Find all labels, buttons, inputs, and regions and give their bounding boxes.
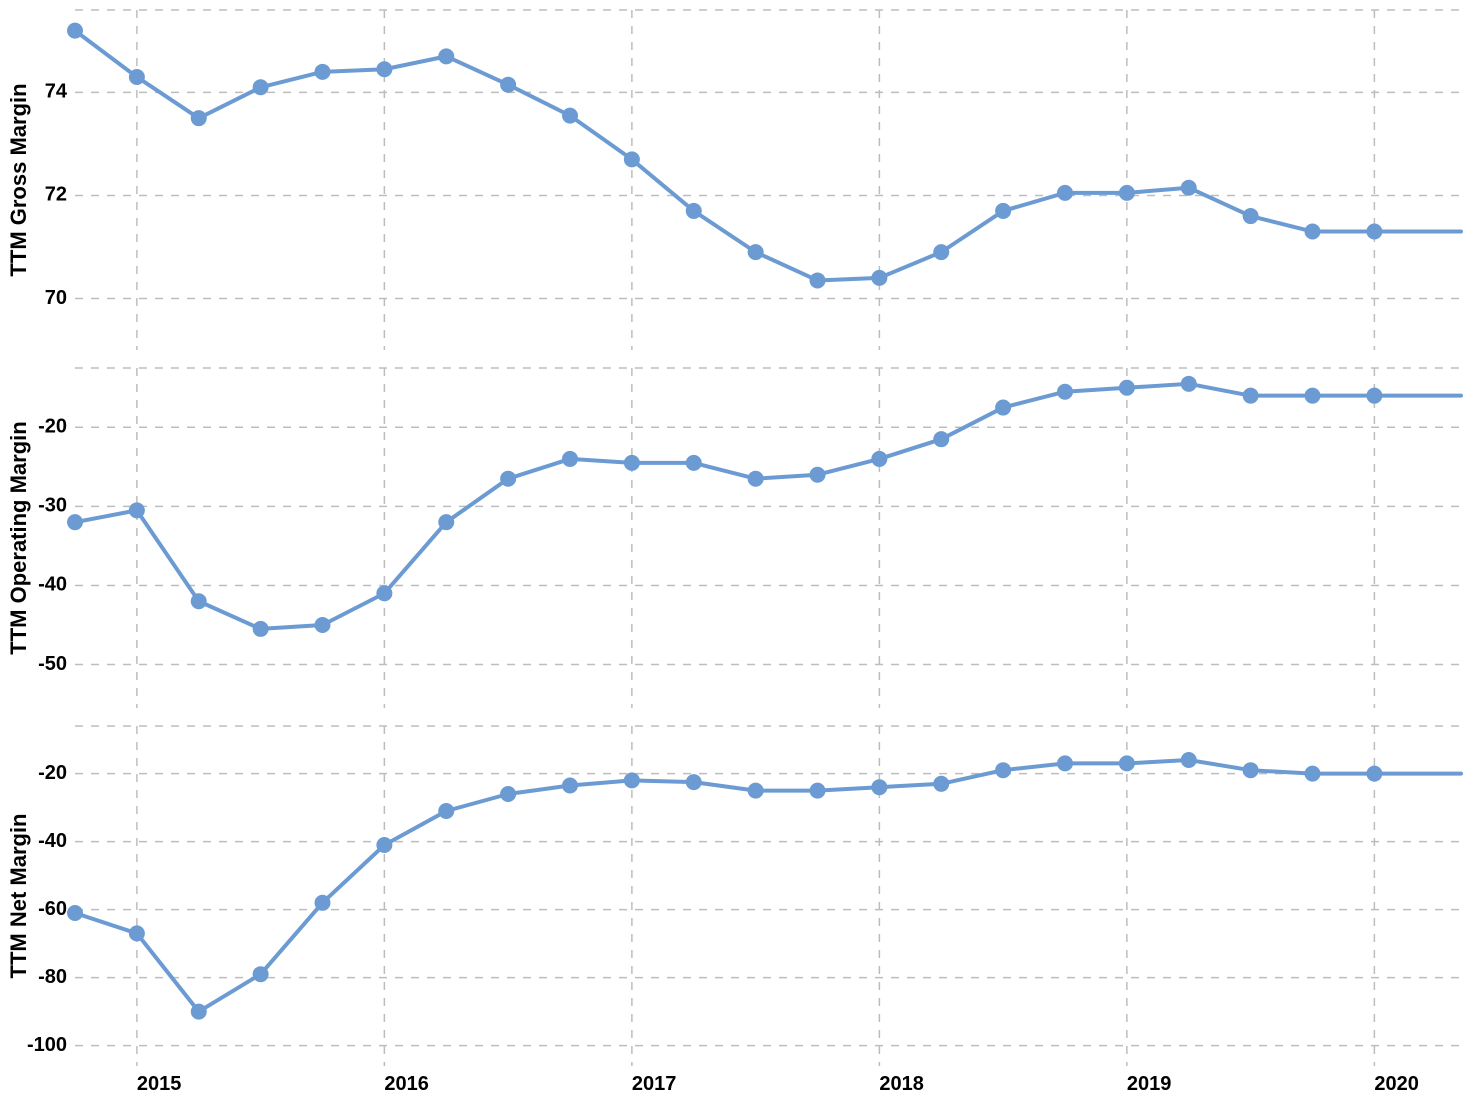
y-axis-label: TTM Gross Margin — [6, 83, 31, 276]
y-tick-label: -40 — [38, 830, 67, 852]
y-tick-label: 74 — [45, 81, 68, 103]
series-marker — [1181, 753, 1196, 768]
y-tick-label: -20 — [38, 416, 67, 438]
series-marker — [1367, 766, 1382, 781]
series-marker — [1058, 756, 1073, 771]
series-marker — [872, 780, 887, 795]
series-marker — [563, 108, 578, 123]
x-tick-label: 2020 — [1374, 1073, 1419, 1095]
series-marker — [624, 152, 639, 167]
series-marker — [377, 62, 392, 77]
series-marker — [686, 775, 701, 790]
y-tick-label: -80 — [38, 966, 67, 988]
margin-charts: 70 72 74 TTM Gross Margin -50 -40 -30 -20 TTM Op… — [0, 0, 1476, 1102]
series-marker — [996, 400, 1011, 415]
series-marker — [1181, 180, 1196, 195]
series-marker — [996, 203, 1011, 218]
series-marker — [68, 515, 83, 530]
series-marker — [191, 594, 206, 609]
series-marker — [191, 111, 206, 126]
series-marker — [748, 245, 763, 260]
series-marker — [129, 503, 144, 518]
series-marker — [1058, 384, 1073, 399]
series-marker — [253, 621, 268, 636]
series-marker — [253, 967, 268, 982]
y-tick-label: -60 — [38, 898, 67, 920]
x-tick-label: 2016 — [384, 1073, 429, 1095]
series-marker — [1367, 388, 1382, 403]
series-line — [75, 31, 1461, 281]
series-marker — [377, 838, 392, 853]
x-tick-label: 2019 — [1127, 1073, 1172, 1095]
series-line — [75, 760, 1461, 1012]
gross-margin-panel: 70 72 74 TTM Gross Margin — [6, 10, 1461, 350]
y-tick-label: -100 — [27, 1034, 67, 1056]
series-marker — [1181, 376, 1196, 391]
series-marker — [129, 926, 144, 941]
series-marker — [996, 763, 1011, 778]
y-tick-label: -50 — [38, 653, 67, 675]
y-axis-label: TTM Operating Margin — [6, 421, 31, 654]
series-marker — [315, 617, 330, 632]
x-tick-label: 2015 — [137, 1073, 182, 1095]
y-tick-label: -40 — [38, 574, 67, 596]
series-marker — [748, 783, 763, 798]
series-marker — [563, 778, 578, 793]
series-marker — [1243, 763, 1258, 778]
y-tick-label: 72 — [45, 184, 67, 206]
series-marker — [315, 64, 330, 79]
y-tick-label: 70 — [45, 287, 67, 309]
series-marker — [68, 23, 83, 38]
series-marker — [624, 773, 639, 788]
net-margin-panel: -100 -80 -60 -40 -20 TTM Net Margin — [6, 726, 1461, 1066]
series-marker — [563, 451, 578, 466]
series-marker — [810, 467, 825, 482]
series-marker — [810, 783, 825, 798]
y-tick-label: -20 — [38, 762, 67, 784]
y-tick-label: -30 — [38, 495, 67, 517]
series-marker — [501, 77, 516, 92]
series-marker — [439, 515, 454, 530]
series-marker — [68, 906, 83, 921]
series-marker — [1119, 185, 1134, 200]
series-marker — [253, 80, 268, 95]
series-marker — [129, 69, 144, 84]
x-tick-label: 2018 — [879, 1073, 924, 1095]
series-marker — [1305, 224, 1320, 239]
series-marker — [1305, 766, 1320, 781]
series-marker — [501, 787, 516, 802]
y-axis-label: TTM Net Margin — [6, 814, 31, 979]
series-marker — [315, 895, 330, 910]
series-marker — [377, 586, 392, 601]
series-marker — [191, 1004, 206, 1019]
series-marker — [810, 273, 825, 288]
series-marker — [872, 451, 887, 466]
series-marker — [1367, 224, 1382, 239]
operating-margin-panel: -50 -40 -30 -20 TTM Operating Margin — [6, 368, 1461, 708]
series-marker — [934, 245, 949, 260]
series-marker — [1119, 756, 1134, 771]
x-tick-label: 2017 — [632, 1073, 677, 1095]
series-marker — [1305, 388, 1320, 403]
series-marker — [501, 471, 516, 486]
series-marker — [934, 432, 949, 447]
series-marker — [1058, 185, 1073, 200]
series-marker — [1243, 209, 1258, 224]
series-marker — [934, 776, 949, 791]
series-marker — [624, 455, 639, 470]
series-marker — [439, 49, 454, 64]
series-marker — [686, 203, 701, 218]
series-marker — [439, 804, 454, 819]
series-marker — [748, 471, 763, 486]
series-marker — [1243, 388, 1258, 403]
series-marker — [686, 455, 701, 470]
series-marker — [1119, 380, 1134, 395]
series-marker — [872, 270, 887, 285]
